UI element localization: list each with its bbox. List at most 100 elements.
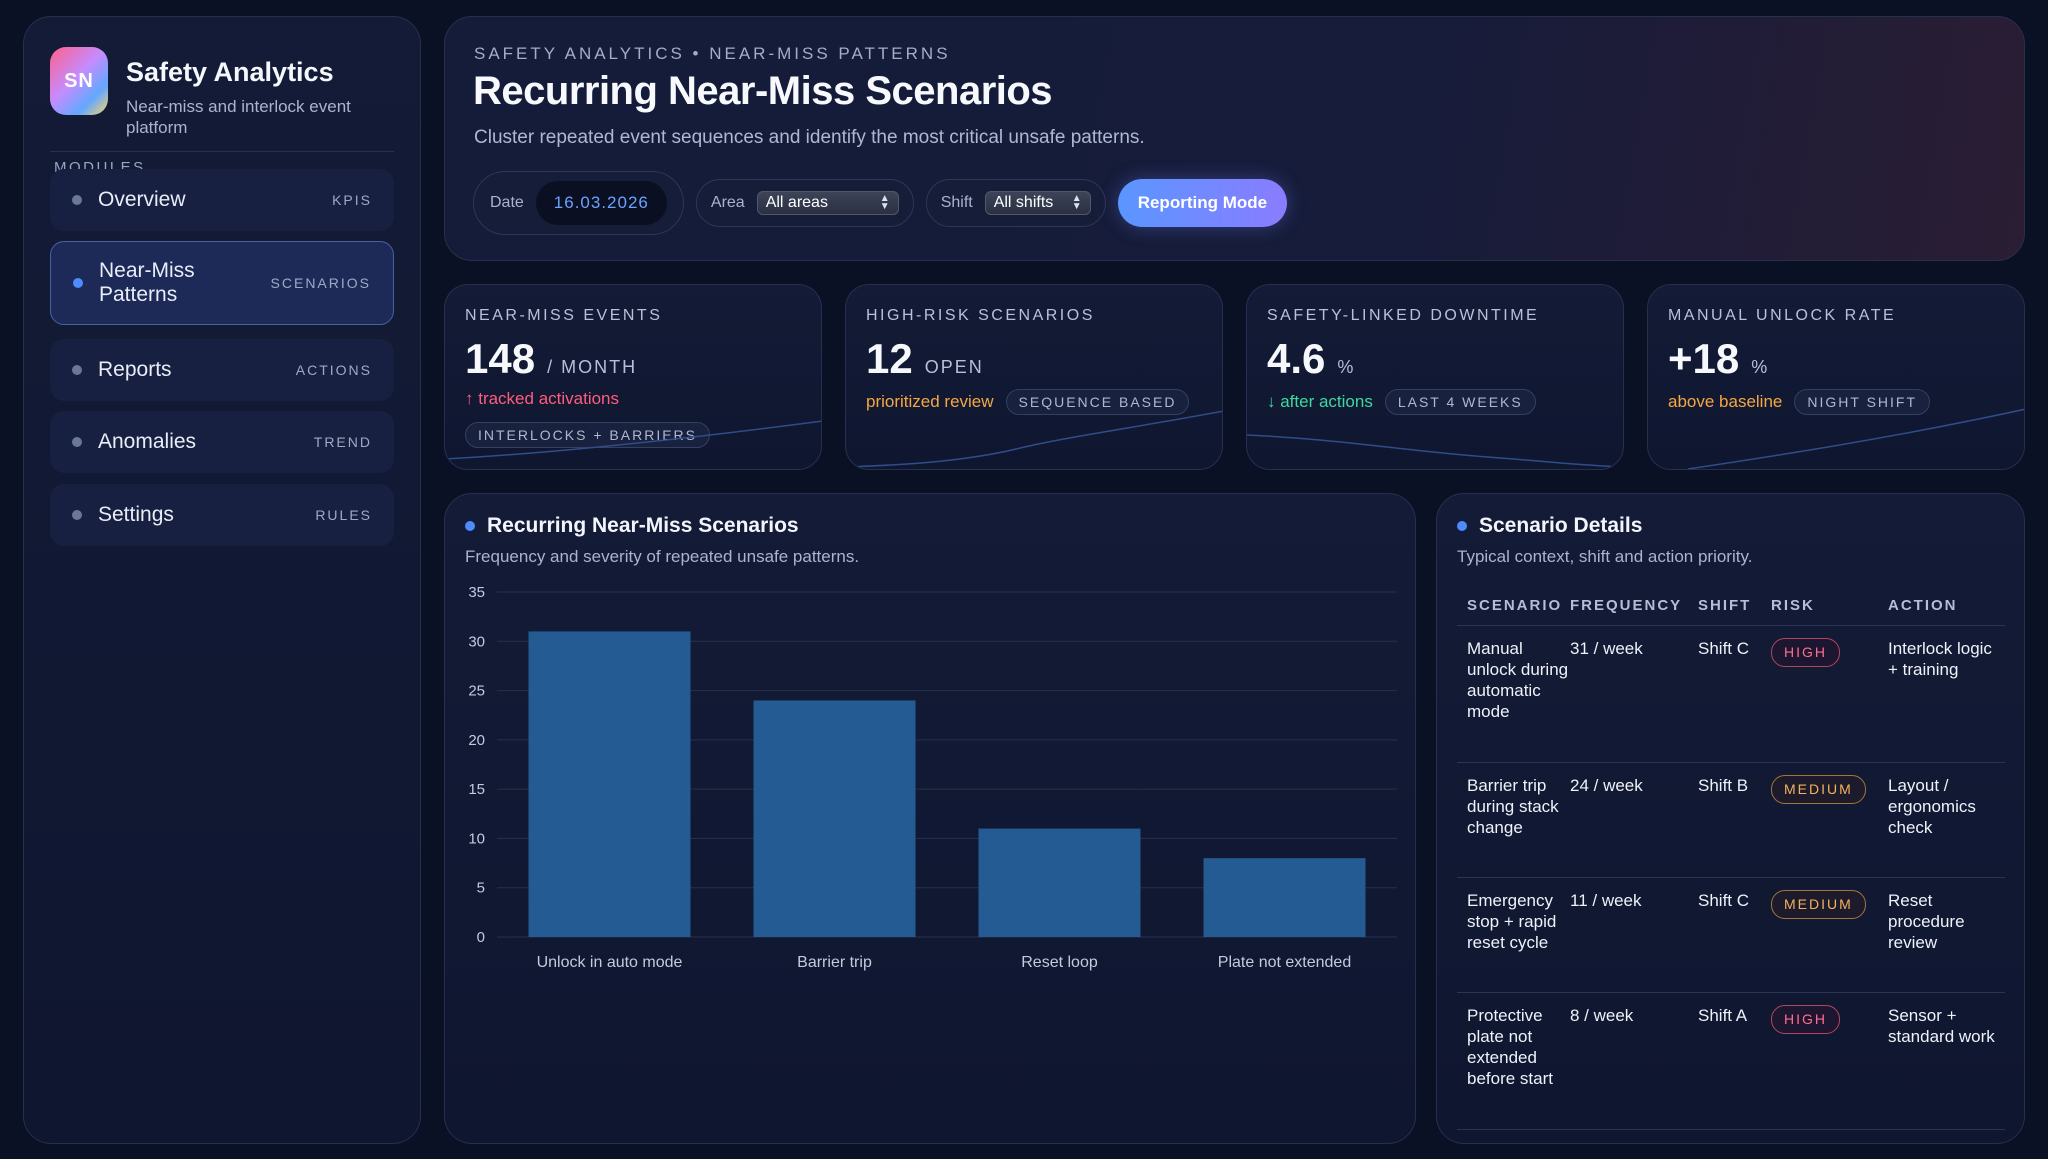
- kpi-value-row: 148 / MONTH: [465, 335, 637, 383]
- nav-dot-icon: [72, 437, 82, 447]
- kpi-unit: %: [1337, 357, 1356, 377]
- kpi-value-row: +18 %: [1668, 335, 1769, 383]
- column-header: SHIFT: [1698, 597, 1752, 614]
- cell-shift: Shift C: [1698, 891, 1750, 910]
- sidebar-item-tag: SCENARIOS: [270, 275, 371, 291]
- risk-badge: MEDIUM: [1771, 775, 1866, 804]
- kpi-value: 148: [465, 335, 536, 382]
- table-row[interactable]: Emergency stop + rapid reset cycle 11 / …: [1457, 878, 2005, 993]
- section-dot-icon: [1457, 521, 1467, 531]
- shift-select[interactable]: All shifts ▲ ▼: [984, 191, 1091, 215]
- area-label: Area: [710, 194, 745, 211]
- bar-chart: 0 5 10 15 20 25 30 35 Unlock in auto mode Barrier…: [468, 584, 1397, 971]
- reporting-mode-button[interactable]: Reporting Mode: [1117, 179, 1288, 227]
- cell-action: Sensor + standard work: [1888, 1006, 1995, 1046]
- cell-frequency: 31 / week: [1570, 639, 1643, 658]
- filter-bar: Date 16.03.2026 Area All areas ▲ ▼ Shift …: [473, 171, 1288, 235]
- sidebar-item-anomalies[interactable]: Anomalies TREND: [50, 411, 394, 473]
- y-tick-label: 5: [477, 880, 485, 897]
- kpi-label: HIGH-RISK SCENARIOS: [866, 307, 1095, 324]
- column-header: ACTION: [1888, 597, 1958, 614]
- y-tick-label: 35: [468, 584, 485, 601]
- y-tick-label: 15: [468, 781, 485, 798]
- kpi-sparkline: [1247, 434, 1623, 468]
- brand: SN Safety Analytics Near-miss and interl…: [50, 47, 386, 138]
- kpi-note-row: ↓ after actions LAST 4 WEEKS: [1267, 389, 1536, 415]
- shift-select-value: All shifts: [993, 194, 1054, 211]
- details-section-subtitle: Typical context, shift and action priori…: [1457, 547, 1753, 566]
- cell-frequency: 11 / week: [1570, 891, 1642, 910]
- area-select-value: All areas: [765, 194, 828, 211]
- kpi-value: +18: [1668, 335, 1740, 382]
- kpi-chip: SEQUENCE BASED: [1005, 389, 1190, 415]
- page-title: Recurring Near-Miss Scenarios: [473, 69, 1053, 113]
- nav-dot-icon: [72, 365, 82, 375]
- kpi-note-row: above baseline NIGHT SHIFT: [1668, 389, 1931, 415]
- sidebar-item-reports[interactable]: Reports ACTIONS: [50, 339, 394, 401]
- app-title: Safety Analytics: [126, 57, 334, 87]
- table-row[interactable]: Manual unlock during automatic mode 31 /…: [1457, 626, 2005, 763]
- y-tick-label: 30: [468, 633, 485, 650]
- date-input[interactable]: 16.03.2026: [535, 181, 667, 225]
- bar: [978, 828, 1141, 937]
- kpi-label: SAFETY-LINKED DOWNTIME: [1267, 307, 1540, 324]
- table-header: SCENARIO FREQUENCY SHIFT RISK ACTION: [1457, 586, 2005, 626]
- cell-scenario: Protective plate not extended before sta…: [1467, 1006, 1553, 1088]
- kpi-note: ↓ after actions: [1267, 392, 1373, 411]
- cell-action: Interlock logic + training: [1888, 639, 1992, 679]
- kpi-note: prioritized review: [866, 392, 994, 411]
- sidebar-item-tag: ACTIONS: [295, 362, 372, 378]
- sidebar-item-overview[interactable]: Overview KPIS: [50, 169, 394, 231]
- app-logo: SN: [50, 47, 108, 115]
- cell-scenario: Emergency stop + rapid reset cycle: [1467, 891, 1557, 952]
- sidebar-item-settings[interactable]: Settings RULES: [50, 484, 394, 546]
- y-tick-label: 10: [468, 830, 485, 847]
- details-section-header: Scenario Details: [1457, 514, 1642, 538]
- x-tick-label: Unlock in auto mode: [537, 954, 683, 971]
- kpi-label: NEAR-MISS EVENTS: [465, 307, 663, 324]
- cell-action: Layout / ergonomics check: [1888, 776, 1976, 837]
- kpi-sparkline: [445, 420, 821, 460]
- chart-section-header: Recurring Near-Miss Scenarios: [465, 514, 799, 538]
- sidebar-item-near-miss-patterns[interactable]: Near-Miss Patterns SCENARIOS: [50, 241, 394, 325]
- sidebar-item-label: Anomalies: [98, 430, 197, 453]
- kpi-sparkline: [1687, 408, 2024, 469]
- kpi-value-row: 12 OPEN: [866, 335, 984, 383]
- section-dot-icon: [465, 521, 475, 531]
- sidebar-item-tag: TREND: [313, 434, 372, 450]
- table-row[interactable]: Protective plate not extended before sta…: [1457, 993, 2005, 1130]
- kpi-card-safety-linked-downtime: SAFETY-LINKED DOWNTIME 4.6 % ↓ after act…: [1246, 284, 1624, 470]
- nav-dot-icon: [72, 195, 82, 205]
- table-row[interactable]: Barrier trip during stack change 24 / we…: [1457, 763, 2005, 878]
- cell-scenario: Manual unlock during automatic mode: [1467, 639, 1569, 721]
- column-header: SCENARIO: [1467, 597, 1563, 614]
- sidebar-item-label: Reports: [98, 358, 172, 381]
- kpi-note: ↑ tracked activations: [465, 389, 620, 408]
- kpi-chip: NIGHT SHIFT: [1794, 389, 1931, 415]
- area-select[interactable]: All areas ▲ ▼: [756, 191, 899, 215]
- sidebar-item-tag: RULES: [315, 507, 372, 523]
- bar: [528, 631, 691, 937]
- sidebar: SN Safety Analytics Near-miss and interl…: [23, 16, 421, 1144]
- kpi-card-near-miss-events: NEAR-MISS EVENTS 148 / MONTH ↑ tracked a…: [444, 284, 822, 470]
- y-tick-label: 0: [477, 929, 485, 946]
- kpi-chip: INTERLOCKS + BARRIERS: [465, 422, 710, 448]
- kpi-value-row: 4.6 %: [1267, 335, 1355, 383]
- sidebar-divider: [50, 151, 394, 152]
- sidebar-item-label: Overview: [98, 188, 186, 211]
- sidebar-item-label: Near-Miss Patterns: [99, 259, 195, 306]
- x-tick-label: Barrier trip: [797, 954, 872, 971]
- cell-shift: Shift C: [1698, 639, 1750, 658]
- kpi-card-high-risk-scenarios: HIGH-RISK SCENARIOS 12 OPEN prioritized …: [845, 284, 1223, 470]
- cell-frequency: 24 / week: [1570, 776, 1643, 795]
- risk-badge: MEDIUM: [1771, 890, 1866, 919]
- kpi-label: MANUAL UNLOCK RATE: [1668, 307, 1897, 324]
- sidebar-item-tag: KPIS: [332, 192, 372, 208]
- scenario-table: SCENARIO FREQUENCY SHIFT RISK ACTION Man…: [1457, 586, 2005, 1130]
- kpi-sparkline: [846, 410, 1222, 468]
- nav-dot-icon: [72, 510, 82, 520]
- chart-section-subtitle: Frequency and severity of repeated unsaf…: [465, 547, 860, 566]
- shift-label: Shift: [940, 194, 973, 211]
- column-header: FREQUENCY: [1570, 597, 1683, 614]
- page-description: Cluster repeated event sequences and ide…: [474, 127, 1145, 148]
